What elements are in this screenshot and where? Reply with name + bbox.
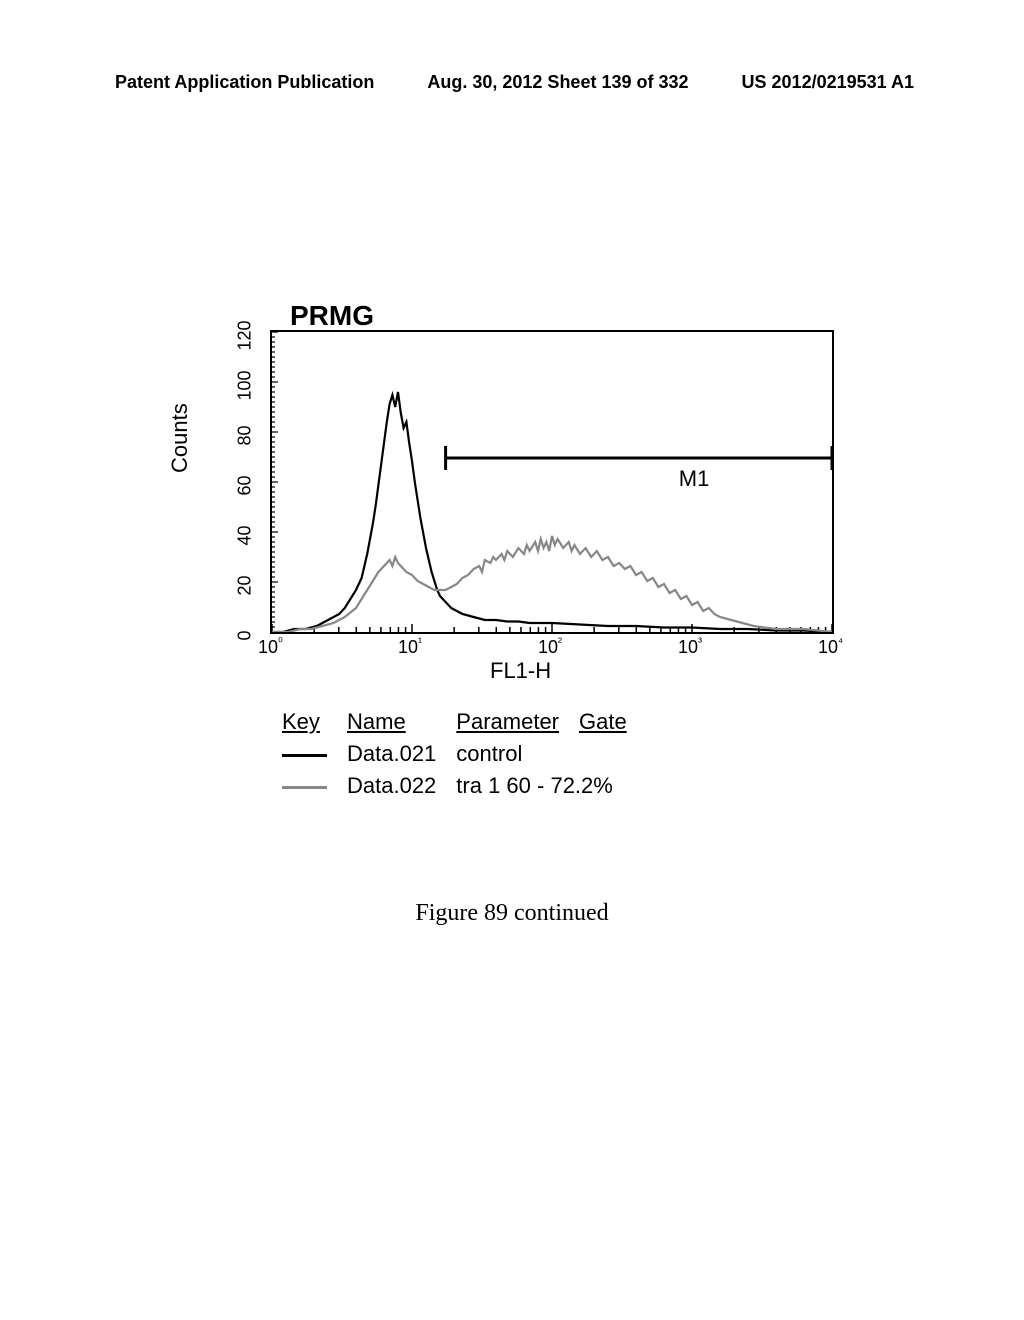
legend-name-1: Data.022 (347, 771, 454, 801)
x-tick-3: 10³ (678, 635, 702, 658)
histogram-svg: M1 (272, 332, 832, 632)
figure-caption: Figure 89 continued (0, 900, 1024, 927)
plot-box: M1 (270, 330, 834, 634)
gate-label: M1 (679, 466, 710, 491)
y-tick-120: 120 (235, 321, 256, 351)
legend-header-name: Name (347, 707, 454, 737)
y-axis-label: Counts (167, 403, 193, 473)
gate-marker (446, 446, 832, 470)
x-tick-4: 10⁴ (818, 635, 843, 658)
y-tick-60: 60 (235, 471, 256, 501)
page-header: Patent Application Publication Aug. 30, … (0, 72, 1024, 93)
x-tick-2: 10² (538, 635, 562, 658)
chart-area: Counts 020406080100120 M1 FL1-H 10⁰10¹10… (190, 320, 890, 690)
series-tra160 (272, 536, 832, 632)
x-tick-0: 10⁰ (258, 635, 283, 658)
figure-container: PRMG Counts 020406080100120 M1 FL1-H 10⁰… (130, 320, 890, 803)
legend-header-gate: Gate (579, 707, 645, 737)
legend-row-1: Data.022tra 1 60 - 72.2% (282, 771, 645, 801)
y-tick-100: 100 (235, 371, 256, 401)
legend-table: Key Name Parameter Gate Data.021controlD… (280, 705, 647, 803)
header-center: Aug. 30, 2012 Sheet 139 of 332 (427, 72, 688, 93)
legend-swatch-0 (282, 754, 327, 757)
legend-param-0: control (456, 739, 644, 769)
series-control (272, 392, 832, 632)
y-tick-20: 20 (235, 571, 256, 601)
legend-swatch-1 (282, 786, 327, 789)
legend-header-key: Key (282, 707, 345, 737)
legend-header-parameter: Parameter (456, 707, 577, 737)
y-tick-40: 40 (235, 521, 256, 551)
legend-row-0: Data.021control (282, 739, 645, 769)
header-right: US 2012/0219531 A1 (742, 72, 914, 93)
legend-param-1: tra 1 60 - 72.2% (456, 771, 644, 801)
legend-header-row: Key Name Parameter Gate (282, 707, 645, 737)
y-tick-0: 0 (235, 621, 256, 651)
x-tick-1: 10¹ (398, 635, 422, 658)
header-left: Patent Application Publication (115, 72, 374, 93)
x-axis-label: FL1-H (490, 658, 551, 684)
legend-name-0: Data.021 (347, 739, 454, 769)
y-tick-80: 80 (235, 421, 256, 451)
